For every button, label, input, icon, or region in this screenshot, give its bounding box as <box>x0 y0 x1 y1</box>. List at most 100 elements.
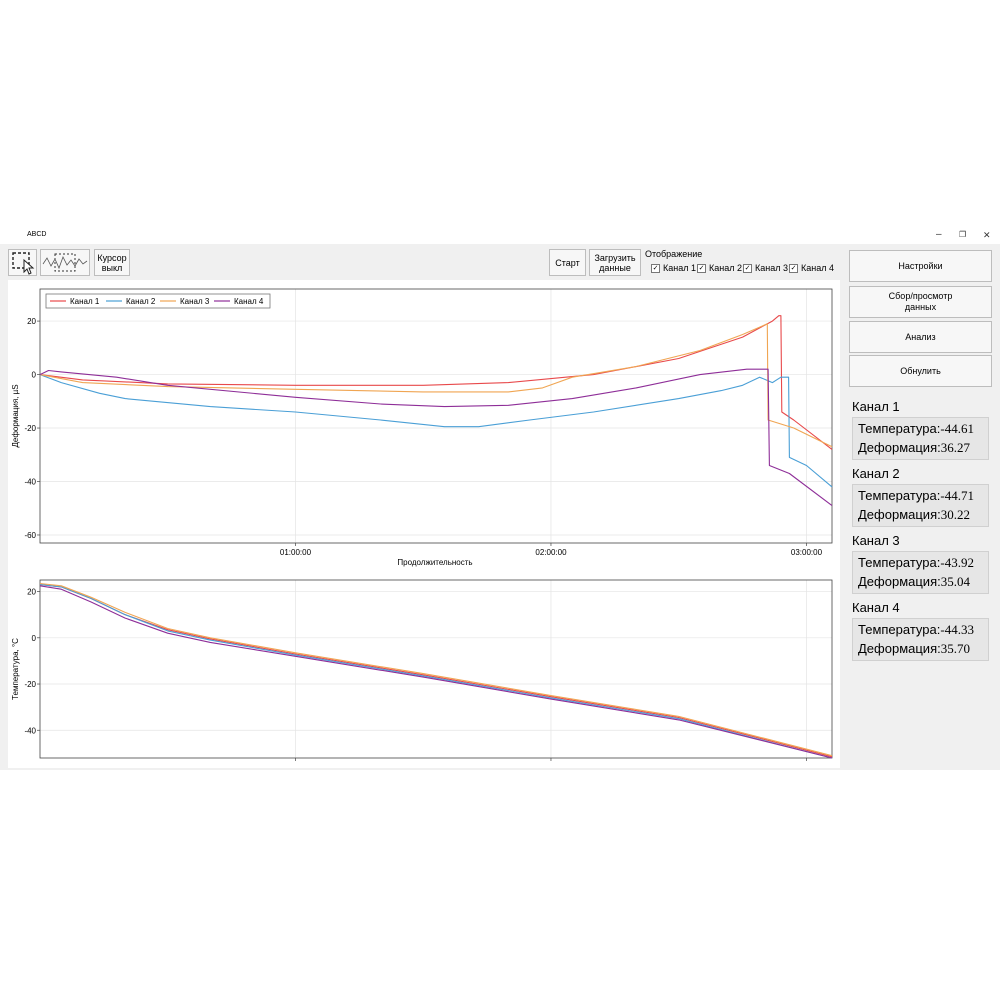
temperature-y-tick-label: 0 <box>32 634 37 643</box>
zoom-region-icon <box>42 253 88 272</box>
temperature-value: -44.61 <box>940 421 974 436</box>
start-button[interactable]: Старт <box>549 249 586 276</box>
select-tool-button[interactable] <box>8 249 37 276</box>
channel-4-deformation: Деформация:35.70 <box>858 641 970 657</box>
load-label-1: Загрузить <box>594 252 636 263</box>
display-group-label: Отображение <box>645 249 703 259</box>
plot-area[interactable]: 01:00:00 02:00:00 03:00:00 20 0 -20 -40 -60 Про… <box>8 280 840 768</box>
temperature-grid <box>40 580 832 758</box>
temperature-y-tick-label: -20 <box>24 680 36 689</box>
deformation-y-tick-label: 20 <box>27 317 36 326</box>
checkbox-label: Канал 2 <box>709 263 742 273</box>
deformation-x-tick-label: 03:00:00 <box>791 548 823 557</box>
temperature-label: Температура: <box>858 622 941 637</box>
channel-1-panel: Температура:-44.61 Деформация:36.27 <box>852 417 989 460</box>
minimize-button[interactable]: – <box>936 229 942 240</box>
deformation-label: Деформация: <box>858 641 941 656</box>
channel-1-checkbox[interactable]: ✓ Канал 1 <box>651 263 696 273</box>
cursor-state: выкл <box>101 262 123 273</box>
settings-button[interactable]: Настройки <box>849 250 992 282</box>
legend: Канал 1 Канал 2 Канал 3 Канал 4 <box>45 293 271 309</box>
deformation-x-axis-label: Продолжительность <box>397 558 472 567</box>
deformation-x-tick-label: 02:00:00 <box>535 548 567 557</box>
cursor-label: Курсор <box>97 252 127 263</box>
deformation-y-axis-label: Деформация, µS <box>11 384 20 447</box>
deformation-value: 30.22 <box>940 507 970 522</box>
channel-2-panel: Температура:-44.71 Деформация:30.22 <box>852 484 989 527</box>
checkbox-label: Канал 4 <box>801 263 834 273</box>
channel-1-deformation: Деформация:36.27 <box>858 440 970 456</box>
legend-entry-channel-2: Канал 2 <box>126 297 156 306</box>
legend-entry-channel-1: Канал 1 <box>70 297 100 306</box>
temperature-ticks: 20 0 -20 -40 <box>24 588 807 761</box>
temperature-label: Температура: <box>858 421 941 436</box>
checkmark-icon: ✓ <box>743 263 752 273</box>
temperature-series <box>39 582 833 759</box>
reset-button[interactable]: Обнулить <box>849 355 992 387</box>
channel-2-checkbox[interactable]: ✓ Канал 2 <box>697 263 742 273</box>
temperature-y-axis-label: Температура, °C <box>11 638 20 700</box>
temperature-label: Температура: <box>858 555 941 570</box>
deformation-label: Деформация: <box>858 574 941 589</box>
channel-4-temperature: Температура:-44.33 <box>858 622 974 638</box>
channel-2-deformation: Деформация:30.22 <box>858 507 970 523</box>
channel-2-temperature: Температура:-44.71 <box>858 488 974 504</box>
selection-cursor-icon <box>12 252 35 275</box>
charts-svg[interactable]: 01:00:00 02:00:00 03:00:00 20 0 -20 -40 -60 Про… <box>8 280 840 768</box>
deformation-y-tick-label: -20 <box>24 424 36 433</box>
temperature-value: -44.33 <box>940 622 974 637</box>
deformation-series-channel-4 <box>39 368 833 507</box>
channel-3-deformation: Деформация:35.04 <box>858 574 970 590</box>
temperature-series-channel-3 <box>39 582 833 757</box>
deformation-value: 35.70 <box>940 641 970 656</box>
temperature-value: -44.71 <box>940 488 974 503</box>
temperature-y-tick-label: -40 <box>24 726 36 735</box>
legend-entry-channel-4: Канал 4 <box>234 297 264 306</box>
deformation-y-tick-label: -60 <box>24 531 36 540</box>
deformation-series <box>39 315 833 507</box>
checkmark-icon: ✓ <box>697 263 706 273</box>
channel-2-title: Канал 2 <box>852 466 900 481</box>
load-data-button[interactable]: Загрузить данные <box>589 249 641 276</box>
deformation-x-tick-label: 01:00:00 <box>280 548 312 557</box>
deformation-series-channel-1 <box>39 315 833 450</box>
window-title: ABCD <box>27 231 47 238</box>
deformation-ticks: 01:00:00 02:00:00 03:00:00 20 0 -20 -40 -60 <box>24 317 822 557</box>
analysis-button[interactable]: Анализ <box>849 321 992 353</box>
channel-1-title: Канал 1 <box>852 399 900 414</box>
channel-3-panel: Температура:-43.92 Деформация:35.04 <box>852 551 989 594</box>
main-window: ABCD – ❐ ✕ Курсор выкл Старт Загрузить дан… <box>0 228 1000 770</box>
checkbox-label: Канал 3 <box>755 263 788 273</box>
temperature-series-channel-1 <box>39 584 833 758</box>
deformation-label: Деформация: <box>858 507 941 522</box>
close-button[interactable]: ✕ <box>983 230 991 240</box>
restore-button[interactable]: ❐ <box>959 230 967 239</box>
temperature-series-channel-2 <box>39 584 833 759</box>
deformation-y-tick-label: 0 <box>32 371 37 380</box>
checkmark-icon: ✓ <box>789 263 798 273</box>
title-bar: ABCD – ❐ ✕ <box>0 228 1000 244</box>
legend-entry-channel-3: Канал 3 <box>180 297 210 306</box>
zoom-region-tool-button[interactable] <box>40 249 90 276</box>
deformation-series-channel-2 <box>39 374 833 488</box>
collect-view-data-button[interactable]: Сбор/просмотр данных <box>849 286 992 318</box>
channel-3-checkbox[interactable]: ✓ Канал 3 <box>743 263 788 273</box>
deformation-grid <box>40 289 832 543</box>
load-label-2: данные <box>599 262 631 273</box>
deformation-value: 35.04 <box>940 574 970 589</box>
deformation-y-tick-label: -40 <box>24 478 36 487</box>
channel-3-title: Канал 3 <box>852 533 900 548</box>
cursor-toggle-button[interactable]: Курсор выкл <box>94 249 130 276</box>
checkmark-icon: ✓ <box>651 263 660 273</box>
channel-4-checkbox[interactable]: ✓ Канал 4 <box>789 263 834 273</box>
channel-4-panel: Температура:-44.33 Деформация:35.70 <box>852 618 989 661</box>
temperature-plot-frame <box>39 579 833 759</box>
deformation-value: 36.27 <box>940 440 970 455</box>
checkbox-label: Канал 1 <box>663 263 696 273</box>
temperature-y-tick-label: 20 <box>27 588 36 597</box>
temperature-value: -43.92 <box>940 555 974 570</box>
temperature-series-channel-4 <box>39 585 833 759</box>
channel-4-title: Канал 4 <box>852 600 900 615</box>
deformation-label: Деформация: <box>858 440 941 455</box>
temperature-label: Температура: <box>858 488 941 503</box>
